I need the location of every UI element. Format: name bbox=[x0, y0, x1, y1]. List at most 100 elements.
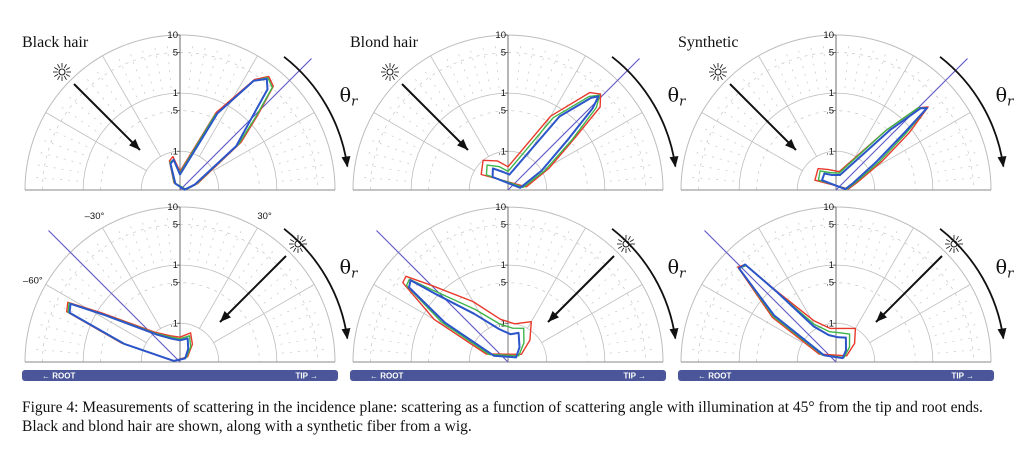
grid-spoke bbox=[855, 55, 914, 157]
theta-label: θr bbox=[996, 257, 1014, 282]
radial-tick-label: .5 bbox=[498, 106, 506, 117]
sun-icon bbox=[381, 63, 399, 81]
panel-title: Black hair bbox=[22, 34, 89, 51]
grid-minor bbox=[494, 41, 500, 89]
grid-minor bbox=[516, 41, 522, 89]
specular-line bbox=[835, 58, 968, 191]
theta-arc-head bbox=[341, 327, 351, 340]
grid-minor bbox=[128, 50, 146, 94]
grid-ring bbox=[370, 224, 646, 363]
grid-minor bbox=[368, 138, 412, 156]
grid-minor bbox=[456, 222, 474, 266]
grid-minor bbox=[364, 151, 410, 164]
grid-minor bbox=[701, 298, 744, 320]
grid-minor bbox=[936, 335, 983, 345]
grid-minor bbox=[214, 50, 232, 94]
lobe-red bbox=[480, 91, 602, 188]
grid-minor bbox=[373, 298, 416, 320]
grid-minor bbox=[784, 50, 802, 94]
grid-minor bbox=[928, 298, 971, 320]
grid-minor bbox=[853, 43, 863, 90]
grid-minor bbox=[422, 239, 450, 279]
theta-arc bbox=[611, 56, 677, 167]
specular-line bbox=[179, 58, 312, 191]
grid-minor bbox=[936, 163, 983, 173]
grid-spoke bbox=[213, 284, 315, 343]
grid-spoke bbox=[527, 55, 586, 157]
grid-minor bbox=[901, 75, 932, 112]
grid-minor bbox=[45, 298, 88, 320]
grid-minor bbox=[862, 46, 875, 92]
grid-minor bbox=[422, 67, 450, 107]
grid-minor bbox=[444, 55, 466, 98]
grid-minor bbox=[359, 348, 407, 354]
grid-minor bbox=[373, 126, 416, 148]
theta-arc bbox=[611, 228, 677, 339]
grid-minor bbox=[784, 222, 802, 266]
illumination-arrow bbox=[729, 83, 797, 151]
grid-minor bbox=[36, 151, 82, 164]
radial-tick-label: 10 bbox=[167, 202, 178, 213]
illumination-arrow-head bbox=[548, 311, 559, 322]
radial-tick-label: 10 bbox=[495, 30, 506, 41]
grid-minor bbox=[937, 176, 985, 182]
grid-minor bbox=[238, 239, 266, 279]
grid-minor bbox=[608, 335, 655, 345]
panel-title: Synthetic bbox=[678, 34, 738, 51]
grid-spoke bbox=[373, 112, 475, 171]
sun-icon bbox=[53, 63, 71, 81]
radial-tick-label: 5 bbox=[501, 47, 506, 58]
lobe-blue bbox=[169, 77, 269, 191]
grid-minor bbox=[40, 138, 84, 156]
lobe-blue bbox=[491, 95, 600, 189]
grid-minor bbox=[740, 75, 771, 112]
grid-minor bbox=[222, 55, 244, 98]
grid-minor bbox=[566, 67, 594, 107]
specular-line bbox=[704, 230, 837, 363]
grid-minor bbox=[84, 247, 115, 284]
lobe-red bbox=[402, 275, 532, 355]
sun-icon bbox=[709, 63, 727, 81]
tip-label: TIP → bbox=[623, 372, 646, 381]
panel-title: Blond hair bbox=[350, 34, 419, 51]
grid-minor bbox=[141, 46, 154, 92]
radial-tick-label: 10 bbox=[823, 202, 834, 213]
grid-minor bbox=[36, 323, 82, 336]
grid-minor bbox=[65, 94, 102, 125]
grid-minor bbox=[368, 310, 412, 328]
scattering-figure: 10 5 1 .5 .1 θr Black hair 10 5 1 .5 .1 θr Blond hair… bbox=[22, 30, 1014, 381]
angle-label: –60° bbox=[23, 276, 43, 287]
grid-minor bbox=[534, 46, 547, 92]
grid-ring bbox=[370, 52, 646, 191]
grid-minor bbox=[359, 176, 407, 182]
grid-minor bbox=[245, 247, 276, 284]
theta-arc-head bbox=[341, 155, 351, 168]
grid-minor bbox=[280, 163, 327, 173]
radial-tick-label: .1 bbox=[826, 146, 834, 157]
grid-minor bbox=[40, 310, 84, 328]
grid-minor bbox=[901, 247, 932, 284]
grid-minor bbox=[870, 50, 888, 94]
grid-minor bbox=[444, 227, 466, 270]
grid-minor bbox=[797, 46, 810, 92]
grid-minor bbox=[128, 222, 146, 266]
radial-tick-label: .1 bbox=[170, 146, 178, 157]
figure-caption: Figure 4: Measurements of scattering in … bbox=[22, 399, 983, 435]
radial-tick-label: 10 bbox=[823, 30, 834, 41]
grid-minor bbox=[606, 151, 652, 164]
angle-label: –30° bbox=[85, 211, 105, 222]
radial-tick-label: .1 bbox=[498, 318, 506, 329]
grid-minor bbox=[94, 67, 122, 107]
grid-minor bbox=[258, 266, 295, 297]
grid-minor bbox=[604, 310, 648, 328]
grid-minor bbox=[809, 43, 819, 90]
polar-panel-bottom-2: 10 5 1 .5 .1 θr ← ROOT TIP → bbox=[350, 202, 686, 381]
theta-arc-head bbox=[669, 327, 679, 340]
theta-arc-head bbox=[997, 155, 1007, 168]
illumination-arrow bbox=[73, 83, 141, 151]
grid-spoke bbox=[541, 284, 643, 343]
grid-minor bbox=[609, 348, 657, 354]
grid-spoke bbox=[869, 112, 971, 171]
grid-minor bbox=[469, 218, 482, 264]
grid-spoke bbox=[45, 284, 147, 343]
